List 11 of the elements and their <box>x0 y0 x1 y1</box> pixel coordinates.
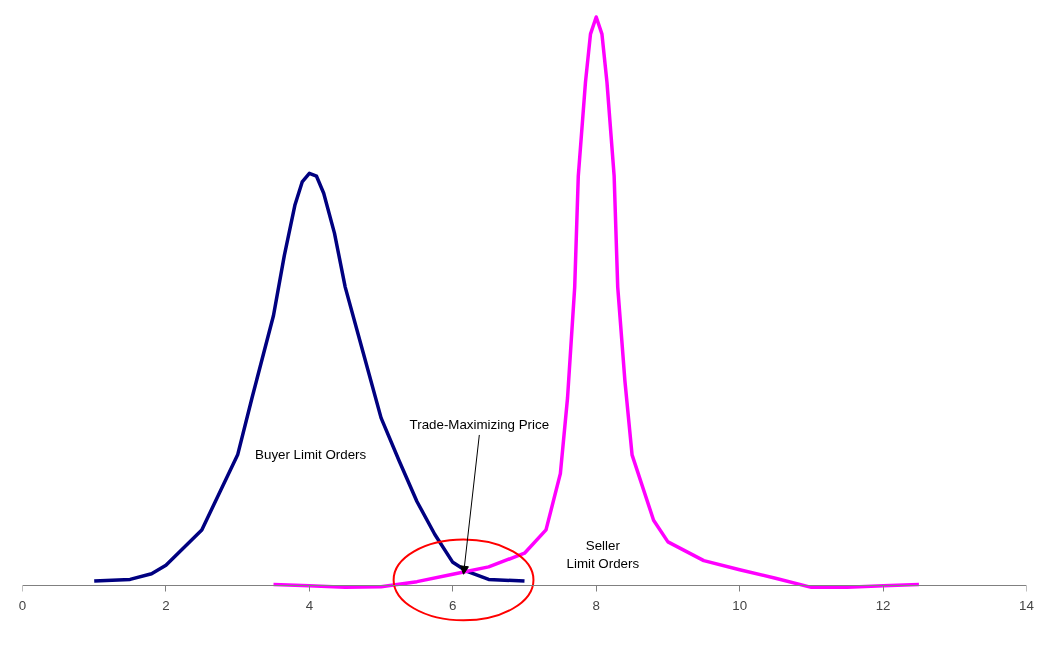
x-tick-label: 4 <box>305 597 314 613</box>
annotation: Seller Limit Orders <box>566 537 640 571</box>
x-tick-label: 0 <box>18 597 27 613</box>
annotation: Buyer Limit Orders <box>255 447 367 463</box>
x-tick-label: 6 <box>449 597 457 613</box>
x-tick-label: 12 <box>875 597 891 613</box>
x-tick-label: 2 <box>162 597 170 613</box>
x-tick-label: 8 <box>592 597 600 613</box>
annotation: Trade-Maximizing Price <box>409 417 550 433</box>
x-tick-label: 14 <box>1019 597 1035 613</box>
x-tick-label: 10 <box>732 597 748 613</box>
